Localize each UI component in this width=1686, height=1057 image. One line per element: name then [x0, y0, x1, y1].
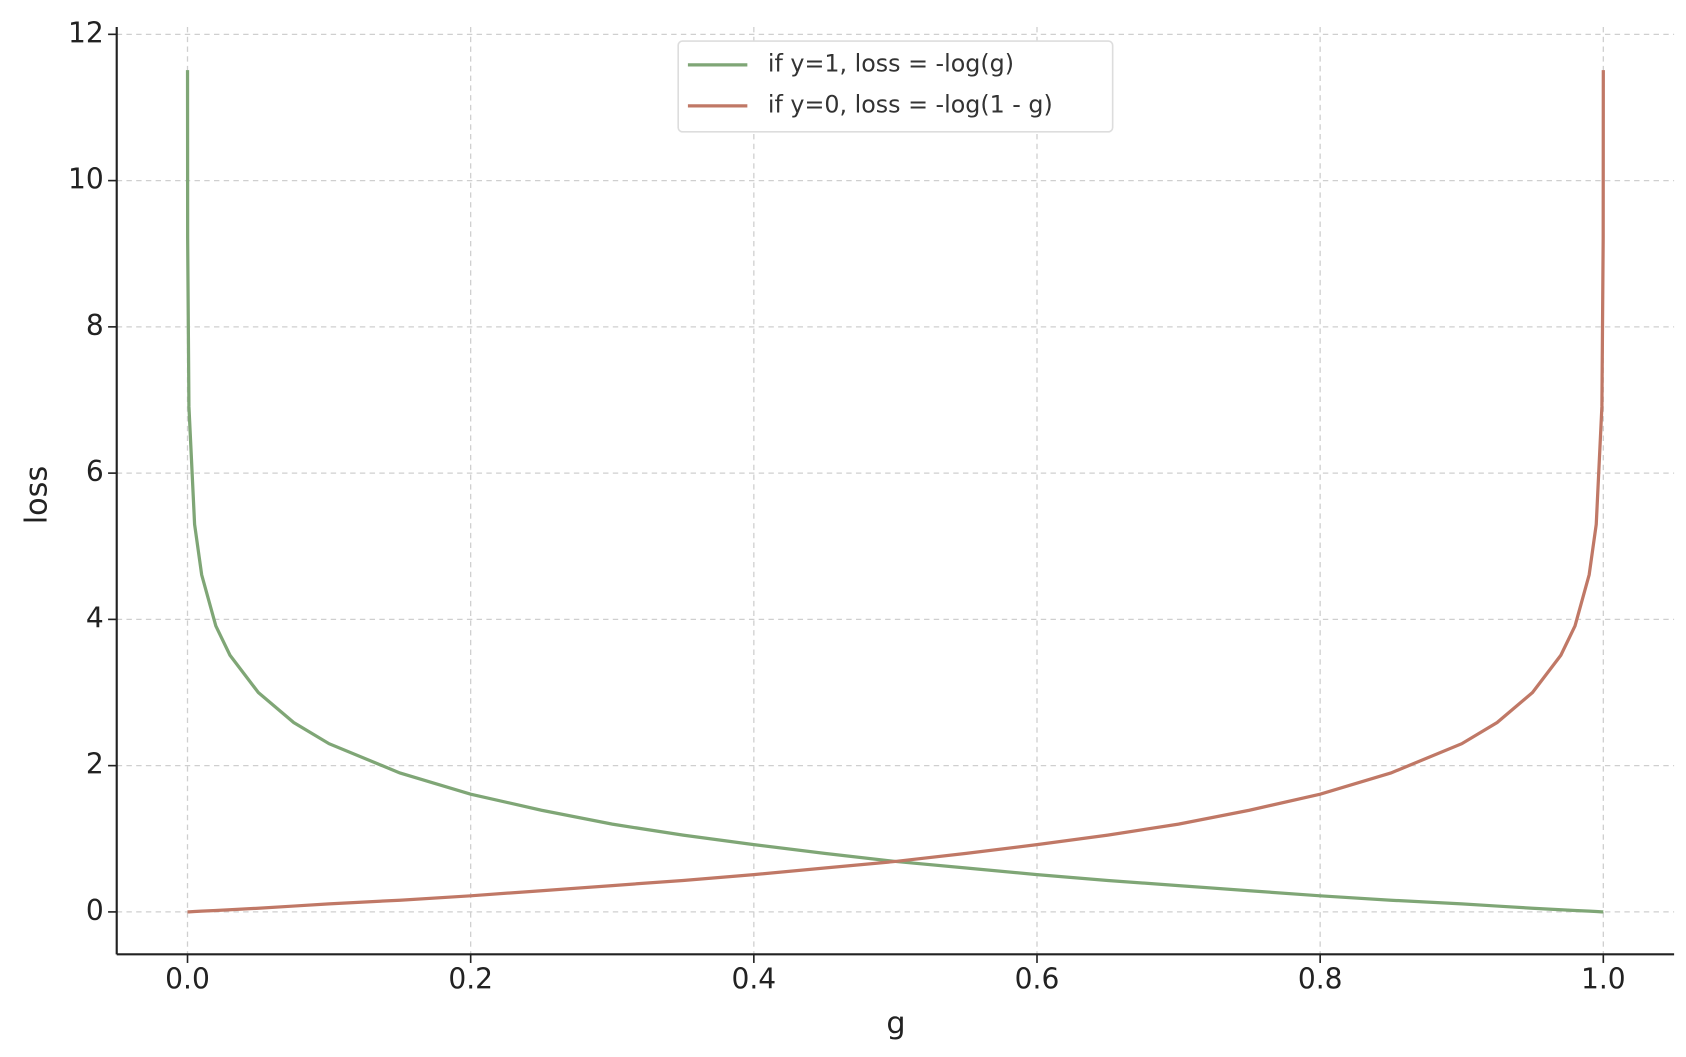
y-tick-label: 10: [68, 163, 104, 196]
y-tick-label: 0: [86, 894, 104, 927]
x-tick-label: 0.0: [165, 962, 210, 995]
x-tick-label: 0.4: [732, 962, 777, 995]
legend-box: [677, 40, 1114, 133]
x-tick-label: 0.6: [1015, 962, 1060, 995]
legend-label: if y=0, loss = -log(1 - g): [768, 90, 1053, 118]
x-tick-label: 0.8: [1298, 962, 1343, 995]
y-tick-label: 2: [86, 748, 104, 781]
y-tick-label: 6: [86, 455, 104, 488]
line-series: [187, 70, 1605, 914]
y-tick-label: 8: [86, 309, 104, 342]
legend-label: if y=1, loss = -log(g): [768, 49, 1014, 77]
x-axis-label: g: [886, 1006, 905, 1041]
y-tick-label: 4: [86, 601, 104, 634]
line-series: [185, 70, 1604, 914]
y-axis-label: loss: [19, 466, 54, 524]
x-tick-label: 0.2: [448, 962, 493, 995]
x-tick-label: 1.0: [1581, 962, 1626, 995]
y-tick-label: 12: [68, 16, 104, 49]
